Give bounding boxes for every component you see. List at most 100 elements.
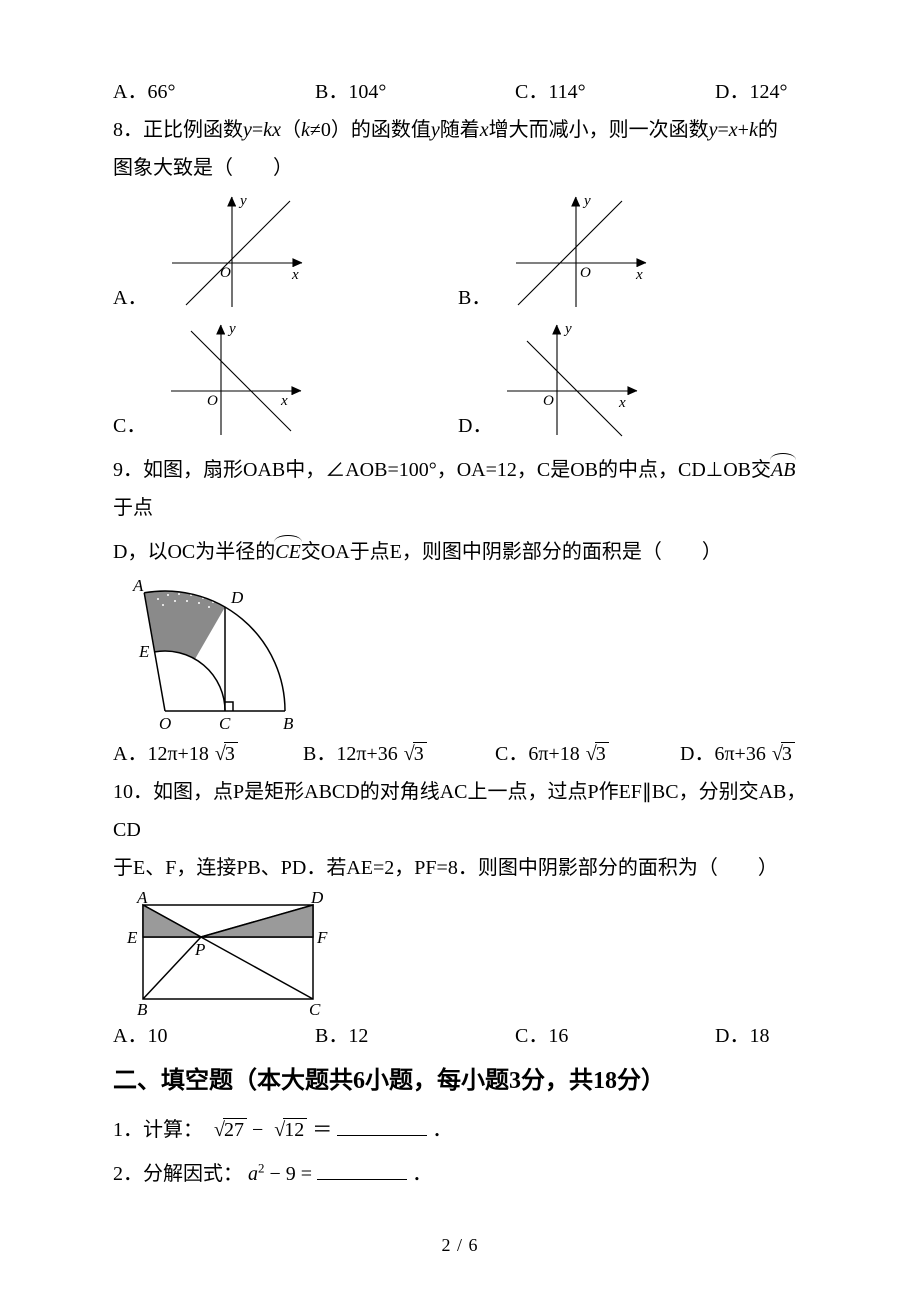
svg-text:y: y: [227, 321, 236, 337]
lblO: O: [159, 714, 171, 731]
t: ．: [412, 1163, 432, 1185]
svg-text:x: x: [618, 395, 626, 411]
svg-text:O: O: [580, 265, 591, 281]
axes-svg: O x y: [497, 317, 657, 445]
t: 交OA于点E，则图中阴影部分的面积是（ ）: [301, 541, 722, 563]
t: A．10: [113, 1017, 315, 1055]
sector-svg: A D E O C B: [113, 571, 333, 731]
sqrt: 3: [766, 735, 795, 773]
t: ≠0）的函数值: [310, 119, 431, 141]
t: − 9 =: [265, 1163, 313, 1185]
lblE: E: [138, 642, 150, 661]
t: B．12π+36: [303, 743, 398, 765]
q9-options: A．12π+183 B．12π+363 C．6π+183 D．6π+363: [113, 735, 807, 773]
q9-line1: 9．如图，扇形OAB中，∠AOB=100°，OA=12，C是OB的中点，CD⊥O…: [113, 451, 807, 527]
q7-opt-a: A．66°: [113, 73, 315, 111]
blank: [337, 1117, 427, 1136]
svg-text:D: D: [310, 888, 324, 907]
q7-opt-b: B．104°: [315, 73, 515, 111]
lblB: B: [283, 714, 294, 731]
mi: x: [480, 119, 489, 141]
svg-text:y: y: [582, 193, 591, 209]
q10-line1: 10．如图，点P是矩形ABCD的对角线AC上一点，过点P作EF∥BC，分别交AB…: [113, 773, 807, 849]
q7-opt-c: C．114°: [515, 73, 715, 111]
svg-text:C: C: [309, 1000, 321, 1017]
t: =: [252, 119, 263, 141]
lblD: D: [230, 588, 244, 607]
svg-text:B: B: [137, 1000, 148, 1017]
mi: k: [749, 119, 758, 141]
sqrt: 3: [580, 735, 609, 773]
axes-svg: O x y: [152, 189, 312, 317]
t: ．: [432, 1119, 452, 1141]
sqrt: 27: [208, 1111, 247, 1149]
svg-text:x: x: [280, 393, 288, 409]
t: （: [281, 119, 301, 141]
svg-text:O: O: [543, 393, 554, 409]
sqrt: 3: [209, 735, 238, 773]
q8-graphs-row2: C． O x y D．: [113, 317, 807, 445]
lblA: A: [132, 576, 144, 595]
q10-options: A．10 B．12 C．16 D．18: [113, 1017, 807, 1055]
q8-graphs-row1: A． O x y B．: [113, 189, 807, 317]
t: C．16: [515, 1017, 715, 1055]
svg-text:F: F: [316, 928, 328, 947]
q9-figure: A D E O C B: [113, 571, 807, 731]
t: 于点: [113, 497, 153, 519]
axes-svg: O x y: [151, 317, 311, 445]
t: B．12: [315, 1017, 515, 1055]
t: 2．分解因式：: [113, 1163, 243, 1185]
q8-opt-c-label: C．: [113, 415, 146, 437]
t: 8．正比例函数: [113, 119, 243, 141]
t: C．6π+18: [495, 743, 580, 765]
q10-figure: A D E F P B C: [113, 887, 807, 1017]
mi: k: [301, 119, 310, 141]
q9-line2: D，以OC为半径的CE交OA于点E，则图中阴影部分的面积是（ ）: [113, 533, 807, 571]
q7-options: A．66° B．104° C．114° D．124°: [113, 73, 807, 111]
t: D，以OC为半径的: [113, 541, 275, 563]
svg-text:x: x: [635, 267, 643, 283]
lblC: C: [219, 714, 231, 731]
rect-svg: A D E F P B C: [113, 887, 343, 1017]
q8-stem-line1: 8．正比例函数y=kx（k≠0）的函数值y随着x增大而减小，则一次函数y=x+k…: [113, 111, 807, 149]
arc-ab: AB: [771, 451, 795, 489]
q10-line2: 于E、F，连接PB、PD．若AE=2，PF=8．则图中阴影部分的面积为（ ）: [113, 849, 807, 887]
q8-opt-a-label: A．: [113, 287, 147, 309]
section-2-heading: 二、填空题（本大题共6小题，每小题3分，共18分）: [113, 1059, 807, 1105]
q8-graph-c: O x y: [151, 317, 311, 445]
q7-opt-d: D．124°: [715, 73, 787, 111]
mi: k: [263, 119, 272, 141]
mi: y: [431, 119, 440, 141]
sqrt: 3: [398, 735, 427, 773]
t: A．12π+18: [113, 743, 209, 765]
svg-text:y: y: [238, 193, 247, 209]
sqrt: 12: [268, 1111, 307, 1149]
mi: a: [248, 1163, 258, 1185]
arc-ce: CE: [275, 533, 301, 571]
svg-text:y: y: [563, 321, 572, 337]
t: 1．计算：: [113, 1119, 203, 1141]
t: =: [718, 119, 729, 141]
svg-text:P: P: [194, 940, 205, 959]
page-footer: 2 / 6: [0, 1228, 920, 1262]
fill-2: 2．分解因式： a2 − 9 = ．: [113, 1155, 807, 1193]
q8-opt-b-label: B．: [458, 287, 491, 309]
t: 增大而减小，则一次函数: [489, 119, 709, 141]
svg-text:A: A: [136, 888, 148, 907]
blank: [317, 1161, 407, 1180]
t: 随着: [440, 119, 480, 141]
t: D．18: [715, 1017, 769, 1055]
mi: y: [243, 119, 252, 141]
svg-text:O: O: [220, 265, 231, 281]
q8-opt-d-label: D．: [458, 415, 492, 437]
svg-text:x: x: [291, 267, 299, 283]
t: 9．如图，扇形OAB中，∠AOB=100°，OA=12，C是OB的中点，CD⊥O…: [113, 459, 771, 481]
fill-1: 1．计算： 27 − 12 ＝ ．: [113, 1111, 807, 1149]
svg-text:O: O: [207, 393, 218, 409]
t: ＝: [312, 1119, 332, 1141]
q8-stem-line2: 图象大致是（ ）: [113, 149, 807, 187]
mi: x: [729, 119, 738, 141]
q8-graph-a: O x y: [152, 189, 312, 317]
svg-text:E: E: [126, 928, 138, 947]
q8-graph-d: O x y: [497, 317, 657, 445]
